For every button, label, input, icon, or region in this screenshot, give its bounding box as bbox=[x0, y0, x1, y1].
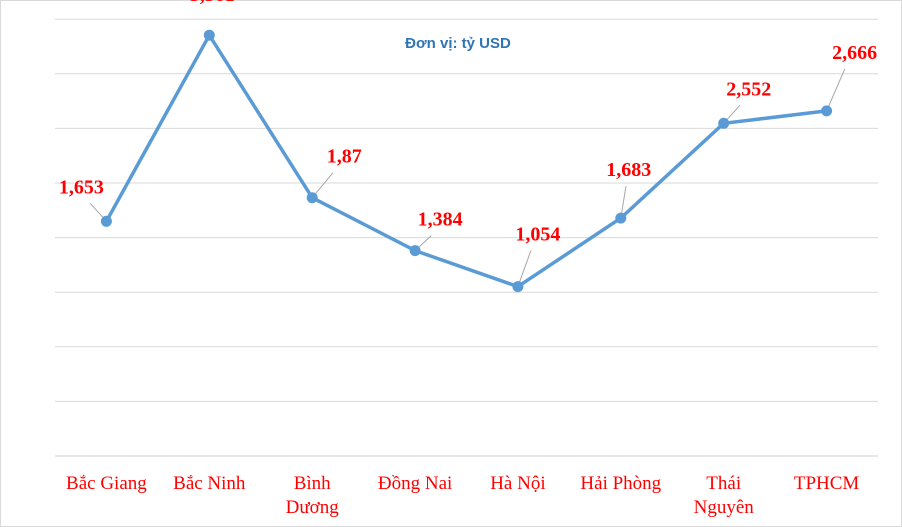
data-label: 2,552 bbox=[726, 78, 771, 100]
gridlines bbox=[55, 18, 878, 457]
category-label: Bắc Giang bbox=[66, 473, 147, 494]
data-point bbox=[718, 117, 730, 129]
data-labels: 1,653 3,361 1,87 1,384 1,054 1,683 2,552 2,666 bbox=[59, 0, 877, 246]
data-label: 2,666 bbox=[832, 42, 877, 64]
category-label: TPHCM bbox=[794, 473, 860, 494]
data-point bbox=[615, 212, 627, 224]
data-point bbox=[512, 281, 524, 293]
leader-line bbox=[517, 250, 532, 287]
data-label: 1,683 bbox=[606, 159, 651, 181]
chart-title: Đơn vị: tỷ USD bbox=[405, 35, 511, 52]
category-label: Thái bbox=[706, 473, 741, 494]
category-label: Bắc Ninh bbox=[173, 473, 246, 494]
data-point bbox=[409, 245, 421, 257]
series-line bbox=[104, 33, 827, 289]
leader-line bbox=[826, 68, 846, 112]
category-label: Bình bbox=[294, 473, 331, 494]
category-labels: Bắc Giang Bắc Ninh Bình Dương Đồng Nai Hà Nội… bbox=[66, 473, 859, 518]
category-label: Hà Nội bbox=[490, 473, 545, 494]
data-label: 1,87 bbox=[327, 146, 362, 168]
leader-lines bbox=[89, 68, 846, 287]
data-point bbox=[821, 105, 833, 117]
category-label: Nguyên bbox=[694, 497, 755, 518]
data-point bbox=[306, 192, 318, 204]
category-label: Hải Phòng bbox=[580, 473, 661, 494]
category-label: Dương bbox=[286, 497, 340, 518]
data-label: 1,653 bbox=[59, 176, 104, 198]
data-label: 1,384 bbox=[418, 209, 463, 231]
data-points bbox=[100, 29, 833, 293]
data-label: 1,054 bbox=[515, 224, 560, 246]
data-label: 3,361 bbox=[190, 0, 235, 6]
category-label: Đồng Nai bbox=[378, 473, 452, 494]
data-point bbox=[203, 29, 215, 41]
data-point bbox=[100, 215, 112, 227]
